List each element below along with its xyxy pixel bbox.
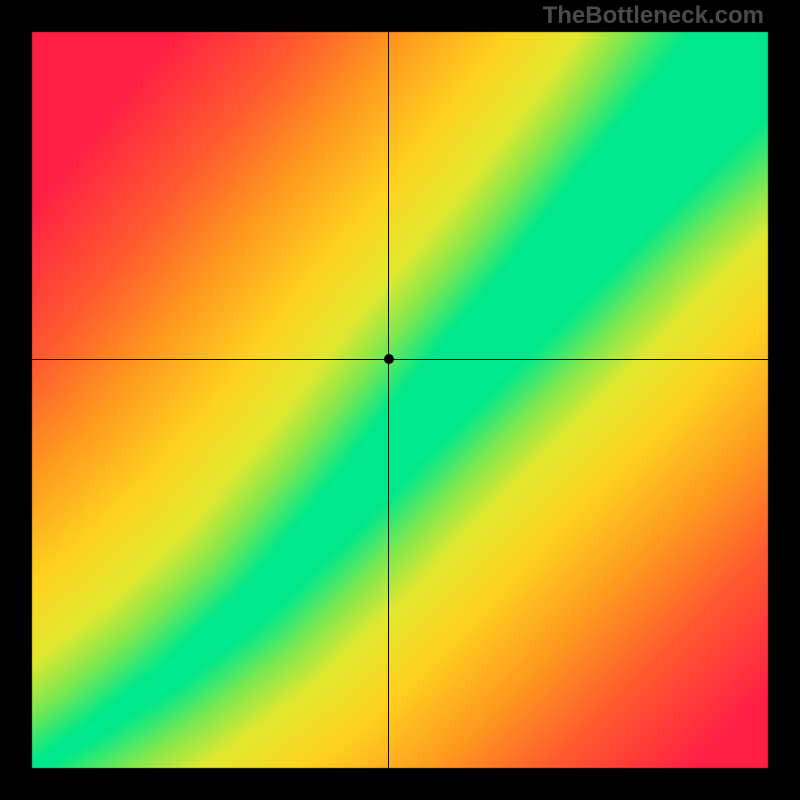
watermark-text: TheBottleneck.com (543, 2, 764, 30)
crosshair-horizontal (30, 359, 770, 360)
crosshair-vertical (388, 30, 389, 770)
heatmap-canvas (30, 30, 770, 770)
